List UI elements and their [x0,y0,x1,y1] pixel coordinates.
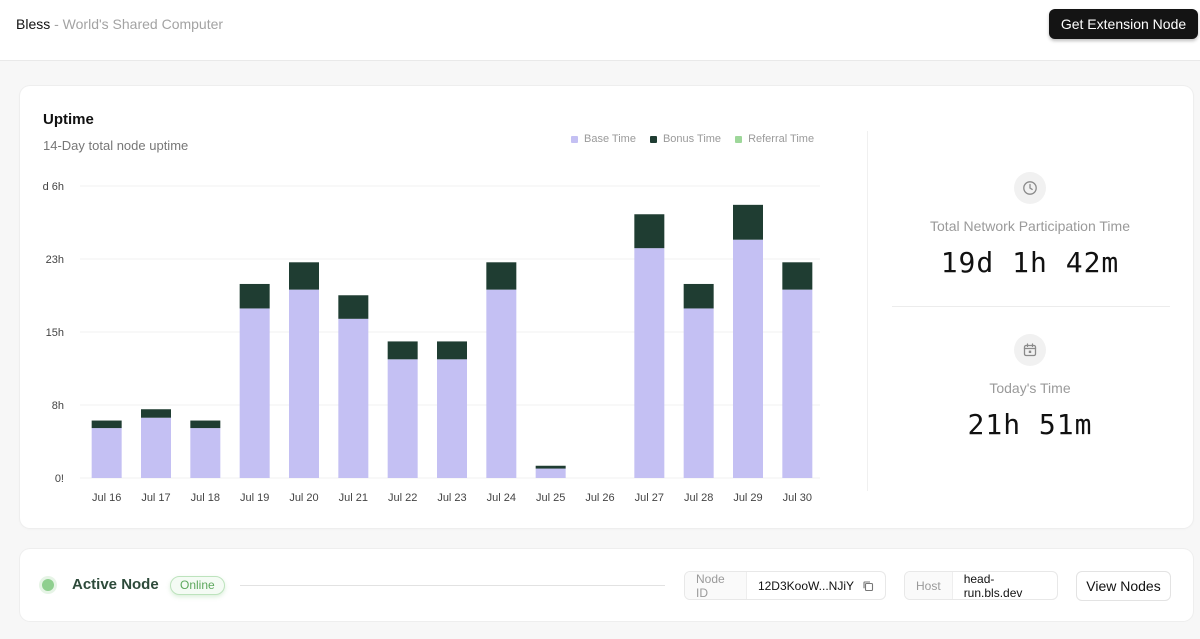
x-tick-label-jul-19: Jul 19 [240,492,269,504]
x-tick-label-jul-25: Jul 25 [536,492,565,504]
legend-label-referral: Referral Time [748,133,815,145]
node-id-value: 12D3KooW...NJiY [757,578,854,593]
total-participation-label: Total Network Participation Time [930,218,1130,234]
bar-base-time-jul-28 [683,308,714,478]
bar-bonus-time-jul-22 [387,341,418,360]
bar-base-time-jul-18 [190,428,221,478]
online-badge: Online [170,576,225,595]
bar-base-time-jul-21 [338,318,369,478]
x-tick-label-jul-30: Jul 30 [783,492,812,504]
x-tick-label-jul-27: Jul 27 [635,492,664,504]
x-tick-label-jul-26: Jul 26 [585,492,614,504]
bar-base-time-jul-25 [535,468,566,478]
top-bar: Bless - World's Shared Computer Get Exte… [0,0,1200,61]
node-divider-line [240,585,665,586]
bar-bonus-time-jul-27 [634,214,665,249]
uptime-title: Uptime [43,111,94,128]
x-tick-label-jul-22: Jul 22 [388,492,417,504]
calendar-icon [1014,334,1046,366]
bar-bonus-time-jul-18 [190,420,221,429]
brand: Bless - World's Shared Computer [16,16,223,32]
bar-bonus-time-jul-17 [141,409,171,418]
legend-label-base: Base Time [584,133,636,145]
todays-time-stat: Today's Time 21h 51m [890,334,1170,441]
x-tick-label-jul-20: Jul 20 [289,492,318,504]
bar-bonus-time-jul-23 [437,341,467,360]
bar-base-time-jul-27 [634,248,665,478]
get-extension-node-button[interactable]: Get Extension Node [1049,9,1198,39]
view-nodes-button[interactable]: View Nodes [1076,571,1171,601]
x-tick-label-jul-16: Jul 16 [92,492,121,504]
y-tick-label-0: 0! [55,473,64,485]
bar-base-time-jul-20 [289,289,319,478]
todays-time-label: Today's Time [989,380,1071,396]
clock-icon [1014,172,1046,204]
node-status-dot [42,579,54,591]
legend-item-base[interactable]: Base Time [571,133,636,145]
x-tick-label-jul-17: Jul 17 [141,492,170,504]
bar-bonus-time-jul-30 [782,262,813,290]
bar-base-time-jul-30 [782,289,813,478]
host-value: head-run.bls.dev [963,571,1023,600]
bar-bonus-time-jul-16 [91,420,122,429]
y-tick-label-4: d 6h [43,181,64,193]
chart-legend: Base Time Bonus Time Referral Time [571,133,814,145]
bar-base-time-jul-19 [239,308,270,478]
node-id-field: Node ID 12D3KooW...NJiY [684,571,886,600]
x-tick-label-jul-18: Jul 18 [191,492,220,504]
x-tick-label-jul-23: Jul 23 [437,492,466,504]
bar-base-time-jul-17 [141,417,171,478]
bar-bonus-time-jul-28 [683,283,714,309]
brand-tagline: - World's Shared Computer [50,16,224,32]
active-node-card: Active Node Online Node ID 12D3KooW...NJ… [20,549,1193,621]
legend-label-bonus: Bonus Time [662,133,722,145]
legend-swatch-bonus [649,135,657,143]
node-id-label: Node ID [685,572,747,599]
node-id-value-wrap: 12D3KooW...NJiY [747,579,885,593]
total-participation-value: 19d 1h 42m [940,246,1120,279]
bar-base-time-jul-16 [91,428,122,478]
x-tick-label-jul-29: Jul 29 [733,492,762,504]
bar-base-time-jul-23 [437,359,467,478]
active-node-title: Active Node [72,576,159,593]
host-label: Host [905,572,953,599]
y-tick-label-3: 23h [46,254,64,266]
y-tick-label-2: 15h [46,327,64,339]
uptime-subtitle: 14-Day total node uptime [43,138,189,153]
y-tick-label-1: 8h [52,400,64,412]
legend-swatch-referral [735,135,743,143]
x-tick-label-jul-24: Jul 24 [487,492,516,504]
uptime-bar-chart: 0! 8h 15h 23h d 6h Jul 16 Jul 17 Jul 18 Jul 19 Ju… [43,181,820,504]
bar-bonus-time-jul-29 [733,204,763,240]
panel-divider [867,131,868,491]
bar-bonus-time-jul-21 [338,295,369,319]
uptime-card: Uptime 14-Day total node uptime Base Tim… [20,86,1193,528]
copy-icon[interactable] [862,580,874,592]
bar-base-time-jul-29 [733,239,763,478]
bar-bonus-time-jul-20 [289,262,319,290]
bar-bonus-time-jul-25 [535,465,566,469]
todays-time-value: 21h 51m [967,408,1093,441]
bar-bonus-time-jul-19 [239,283,270,309]
brand-name: Bless [16,16,51,32]
x-tick-label-jul-21: Jul 21 [339,492,368,504]
stat-separator [892,306,1170,307]
bar-bonus-time-jul-24 [486,262,517,290]
bar-base-time-jul-24 [486,289,517,478]
legend-swatch-base [571,135,578,143]
host-field: Host head-run.bls.dev [904,571,1058,600]
legend-item-bonus[interactable]: Bonus Time [649,133,722,145]
legend-item-referral[interactable]: Referral Time [735,133,814,145]
bar-base-time-jul-22 [387,359,418,478]
total-participation-stat: Total Network Participation Time 19d 1h … [890,172,1170,279]
x-tick-label-jul-28: Jul 28 [684,492,713,504]
